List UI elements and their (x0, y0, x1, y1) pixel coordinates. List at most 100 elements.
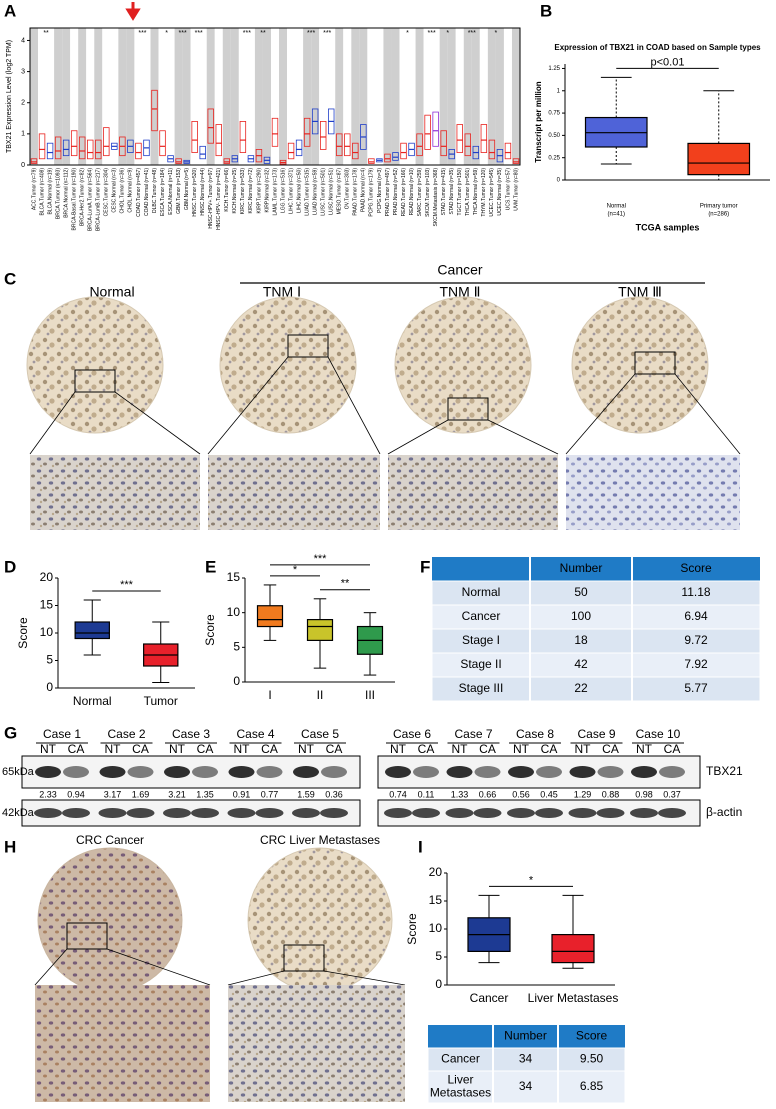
plot-background (447, 28, 456, 165)
plot-background (503, 28, 512, 165)
x-tick-label: KICH.Normal (n=25) (232, 168, 238, 214)
significance: ** (341, 578, 350, 590)
y-tick-label: 10 (40, 625, 54, 639)
plot-background (270, 28, 280, 165)
band-ratio: 0.77 (261, 789, 279, 799)
band (127, 766, 154, 778)
y-tick-label: 3 (21, 68, 25, 75)
case-label: Case 8 (516, 727, 554, 741)
plot-background (246, 28, 255, 165)
significance: *** (428, 30, 436, 37)
plot-background (118, 28, 127, 165)
x-tick-label: TGCT.Tumor (n=150) (457, 168, 463, 216)
plot-background (54, 28, 63, 165)
table-cell: 34 (519, 1052, 533, 1066)
table-cell: Stage I (462, 633, 500, 647)
box (400, 142, 407, 160)
band (191, 808, 219, 818)
x-tick-label: Tumor (144, 694, 178, 708)
box (223, 158, 231, 164)
x-tick-label: LUAD.Normal (n=59) (312, 168, 318, 215)
band (255, 808, 284, 818)
band (292, 808, 320, 818)
table-cell: 5.77 (684, 681, 708, 695)
box (207, 108, 214, 144)
x-tick-label: HNSC-HPV+.Tumor (n=97) (208, 168, 214, 229)
box (368, 158, 375, 164)
x-tick-label: THCA.Normal (n=59) (473, 168, 479, 215)
x-tick-label: SKCM.Tumor (n=103) (425, 168, 431, 217)
band (507, 808, 535, 818)
box (344, 133, 351, 157)
y-tick-label: 1 (21, 131, 25, 138)
panel-label: I (418, 837, 423, 856)
y-tick-label: 10 (227, 605, 241, 619)
plot-background (198, 28, 207, 165)
lane-label: CA (602, 742, 619, 756)
plot-background (78, 28, 87, 165)
y-tick-label: 1 (557, 88, 561, 94)
lane-label: CA (261, 742, 278, 756)
box (70, 130, 78, 157)
y-tick-label: 0 (557, 178, 561, 184)
box (456, 124, 463, 153)
plot-background (415, 28, 424, 165)
box (46, 142, 54, 160)
box (336, 133, 343, 157)
tissue-core (37, 847, 183, 993)
band (34, 808, 62, 818)
x-tick-label: STAD.Tumor (n=415) (441, 168, 447, 216)
table-header-cell: Number (504, 1029, 547, 1043)
box (416, 133, 423, 157)
box (551, 933, 595, 964)
plot-background (335, 28, 344, 165)
marker-label: 65kDa (2, 766, 35, 778)
significance: * (446, 30, 449, 37)
y-tick-label: 2 (21, 100, 25, 107)
x-tick-label: LUAD.Tumor (n=515) (304, 168, 310, 216)
y-tick-label: 0 (233, 674, 240, 688)
plot-background (319, 28, 328, 165)
x-tick-label: LUSC.Tumor (n=501) (321, 168, 327, 216)
table-cell: 9.72 (684, 633, 708, 647)
case-label: Case 9 (577, 727, 615, 741)
image-label: TNM Ⅰ (263, 284, 301, 300)
box (135, 142, 142, 160)
significance: *** (307, 30, 315, 37)
plot-background (102, 28, 111, 165)
x-tick-label: CHOL.Normal (n=9) (128, 168, 134, 213)
tissue-core (247, 847, 393, 993)
box (306, 618, 334, 641)
band (35, 766, 61, 778)
band-ratio: 1.33 (451, 789, 469, 799)
y-axis-label: Score (405, 913, 419, 945)
table-cell: Metastases (430, 1086, 491, 1100)
x-tick-label: KICH.Tumor (n=66) (224, 168, 230, 212)
band-ratio: 0.36 (325, 789, 343, 799)
box (62, 139, 70, 157)
band (63, 766, 89, 778)
case-label: Case 1 (43, 727, 81, 741)
band (62, 808, 90, 818)
plot-background (431, 28, 440, 165)
table-cell: 50 (574, 585, 588, 599)
box (432, 111, 439, 147)
box (87, 139, 94, 160)
band-ratio: 0.45 (540, 789, 558, 799)
significance: ** (260, 30, 266, 37)
lane-label: CA (664, 742, 681, 756)
plot-background (383, 28, 392, 165)
band (99, 766, 126, 778)
y-tick-label: 5 (46, 653, 53, 667)
lane-label: CA (541, 742, 558, 756)
band-ratio: 3.21 (168, 789, 186, 799)
lane-label: NT (40, 742, 57, 756)
band-ratio: 0.91 (233, 789, 251, 799)
y-axis-label: Score (16, 617, 30, 649)
significance: * (165, 30, 168, 37)
x-tick-label: MESO.Tumor (n=87) (337, 168, 343, 215)
x-tick-label: LGG.Tumor (n=516) (280, 168, 286, 213)
image-label: TNM Ⅱ (439, 284, 480, 300)
box (256, 605, 284, 628)
y-tick-label: 10 (429, 921, 443, 935)
